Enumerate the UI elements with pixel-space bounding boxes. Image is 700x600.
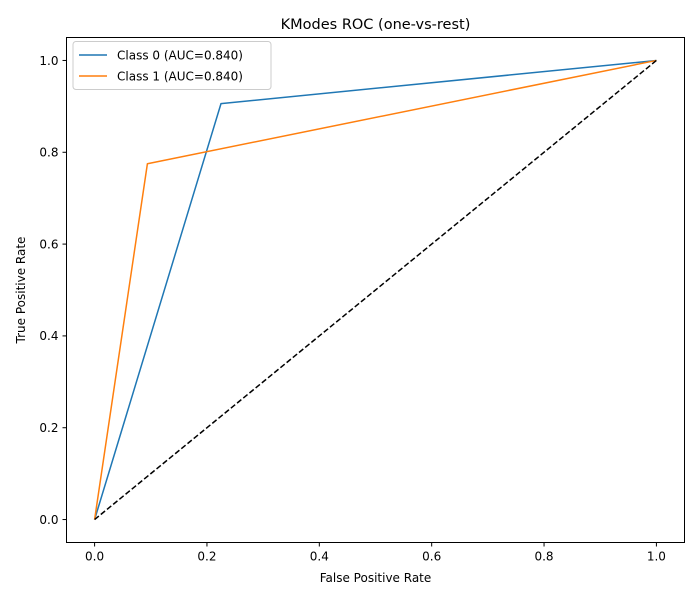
chart-title: KModes ROC (one-vs-rest) — [281, 17, 471, 33]
y-axis-label: True Positive Rate — [14, 237, 28, 345]
legend-label-class-0: Class 0 (AUC=0.840) — [117, 48, 243, 62]
y-tick-label: 0.0 — [39, 513, 58, 527]
x-tick-label: 0.8 — [534, 550, 553, 564]
x-axis: 0.0 0.2 0.4 0.6 0.8 1.0 — [85, 542, 666, 564]
y-tick-label: 0.8 — [39, 146, 58, 160]
y-tick-label: 0.2 — [39, 421, 58, 435]
x-tick-label: 0.0 — [85, 550, 104, 564]
x-axis-label: False Positive Rate — [320, 571, 432, 585]
plot-area — [93, 59, 657, 521]
legend-label-class-1: Class 1 (AUC=0.840) — [117, 69, 243, 83]
x-tick-label: 0.2 — [197, 550, 216, 564]
axes-frame — [66, 37, 685, 543]
series-line-class-1 — [93, 59, 657, 520]
series-line-class-0 — [93, 59, 657, 520]
reference-diagonal-line — [94, 59, 657, 521]
x-tick-label: 1.0 — [647, 550, 666, 564]
y-tick-label: 1.0 — [39, 54, 58, 68]
x-tick-label: 0.4 — [310, 550, 329, 564]
legend: Class 0 (AUC=0.840) Class 1 (AUC=0.840) — [72, 41, 272, 90]
y-tick-label: 0.6 — [39, 237, 58, 251]
x-tick-label: 0.6 — [422, 550, 441, 564]
y-tick-label: 0.4 — [39, 329, 58, 343]
y-axis: 0.0 0.2 0.4 0.6 0.8 1.0 — [39, 54, 67, 527]
legend-box — [72, 41, 272, 90]
